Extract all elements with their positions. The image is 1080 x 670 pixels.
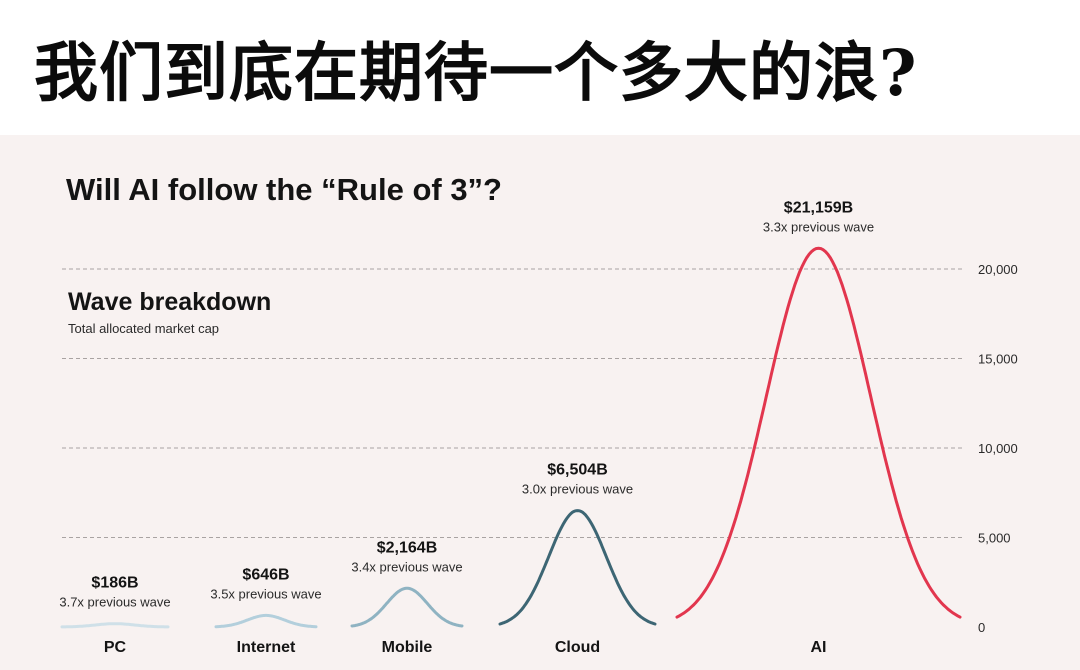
x-category-label: Cloud	[555, 639, 600, 656]
headline-text: 我们到底在期待一个多大的浪?	[34, 36, 918, 111]
wave-labels: $186B 3.7x previous wave PC $646B 3.5x previ…	[59, 199, 874, 656]
x-category-label: PC	[104, 639, 127, 656]
wave-mobile	[350, 586, 464, 628]
wave-multiplier-label: 3.5x previous wave	[210, 586, 321, 601]
x-category-label: AI	[811, 639, 827, 656]
x-category-label: Mobile	[382, 639, 433, 656]
wave-cloud	[498, 509, 657, 626]
y-tick-label: 10,000	[978, 441, 1018, 456]
wave-value-label: $21,159B	[784, 199, 853, 216]
y-tick-label: 5,000	[978, 531, 1011, 546]
wave-multiplier-label: 3.4x previous wave	[351, 559, 462, 574]
wave-value-label: $6,504B	[547, 462, 608, 479]
grid-lines	[62, 268, 965, 538]
y-tick-label: 15,000	[978, 352, 1018, 367]
x-category-label: Internet	[237, 639, 296, 656]
y-tick-label: 0	[978, 620, 985, 635]
wave-multiplier-label: 3.0x previous wave	[522, 482, 633, 497]
wave-value-label: $646B	[242, 566, 289, 583]
wave-value-label: $2,164B	[377, 539, 438, 556]
chart-title: Will AI follow the “Rule of 3”?	[66, 172, 502, 207]
wave-ai	[675, 246, 962, 619]
y-tick-label: 20,000	[978, 262, 1018, 277]
headline-banner: 我们到底在期待一个多大的浪?	[0, 0, 1080, 135]
y-axis-ticks: 0 5,000 10,000 15,000 20,000	[978, 262, 1018, 635]
wave-value-label: $186B	[91, 575, 138, 592]
wave-internet	[214, 613, 318, 629]
wave-multiplier-label: 3.3x previous wave	[763, 219, 874, 234]
wave-multiplier-label: 3.7x previous wave	[59, 595, 170, 610]
waves	[60, 246, 962, 629]
wave-pc	[60, 622, 170, 629]
chart-subtitle: Wave breakdown	[68, 288, 272, 316]
chart-caption: Total allocated market cap	[68, 321, 220, 336]
